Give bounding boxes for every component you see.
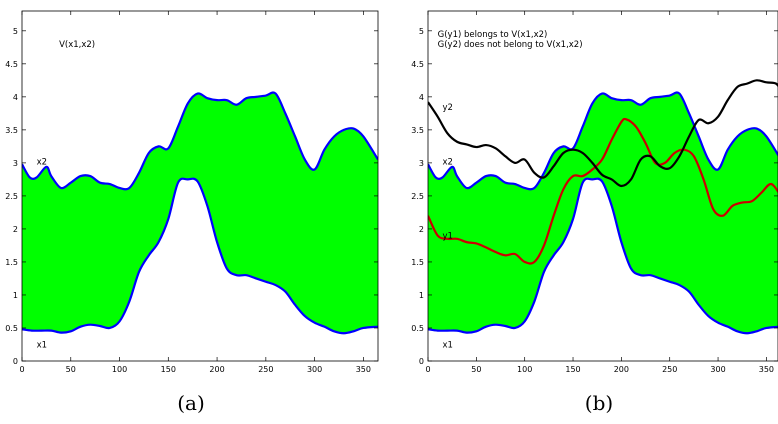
axes-frame	[427, 10, 778, 362]
y-tick-label: 4.5	[5, 60, 18, 69]
y-tick-label: 4	[13, 93, 18, 102]
x-tick-label: 100	[112, 365, 127, 374]
y-tick-label: 0	[419, 357, 424, 366]
x-tick-label: 350	[759, 365, 774, 374]
x-tick-label: 250	[258, 365, 273, 374]
x-tick-label: 350	[356, 365, 371, 374]
x-tick-label: 0	[425, 365, 430, 374]
series-line-y1	[428, 117, 778, 265]
y-tick-label: 4	[419, 93, 424, 102]
y-tick-label: 3.5	[5, 126, 18, 135]
y-tick-label: 3.5	[411, 126, 424, 135]
x-tick-label: 100	[517, 365, 532, 374]
caption-a: (a)	[177, 391, 205, 415]
x-tick-label: 300	[307, 365, 322, 374]
y-tick-label: 0	[13, 357, 18, 366]
x-tick-label: 50	[66, 365, 76, 374]
panel-a: 0 50 100 150 200 250 300 350 0 0.5 1 1.5 2 2.5 3 3.5 4 4.…	[5, 10, 379, 374]
y-tick-label: 1.5	[411, 258, 424, 267]
annotation: y2	[443, 103, 453, 113]
x-tick-label: 50	[471, 365, 481, 374]
caption-b: (b)	[585, 391, 613, 415]
x-tick-label: 0	[19, 365, 24, 374]
x-tick-label: 150	[161, 365, 176, 374]
annotation: y1	[443, 232, 453, 242]
y-tick-label: 1	[13, 291, 18, 300]
annotation: G(y2) does not belong to V(x1,x2)	[438, 40, 583, 50]
y-tick-label: 2.5	[5, 192, 18, 201]
annotation: x2	[37, 158, 47, 168]
plot-area	[22, 91, 378, 335]
y-tick-label: 5	[419, 27, 424, 36]
y-tick-label: 0.5	[411, 324, 424, 333]
axes-frame	[21, 10, 379, 362]
y-tick-label: 3	[419, 159, 424, 168]
y-tick-label: 2	[419, 225, 424, 234]
annotation: V(x1,x2)	[59, 40, 95, 50]
annotation: x2	[443, 158, 453, 168]
y-tick-label: 5	[13, 27, 18, 36]
x-tick-label: 150	[565, 365, 580, 374]
series-line-x1	[428, 177, 778, 335]
y-tick-label: 0.5	[5, 324, 18, 333]
y-tick-label: 1.5	[5, 258, 18, 267]
y-tick-label: 2.5	[411, 192, 424, 201]
series-line-x1	[22, 177, 378, 335]
x-tick-label: 200	[614, 365, 629, 374]
y-tick-label: 1	[419, 291, 424, 300]
annotation: G(y1) belongs to V(x1,x2)	[438, 30, 548, 40]
x-tick-label: 300	[710, 365, 725, 374]
y-tick-label: 3	[13, 159, 18, 168]
x-tick-label: 200	[209, 365, 224, 374]
y-tick-label: 4.5	[411, 60, 424, 69]
series-line-x2	[22, 91, 378, 191]
x-tick-label: 250	[662, 365, 677, 374]
y-tick-label: 2	[13, 225, 18, 234]
annotation: x1	[37, 340, 47, 350]
series-line-x2	[428, 91, 778, 191]
series-line-y2	[428, 79, 778, 188]
band-fill	[22, 92, 378, 334]
annotation: x1	[443, 340, 453, 350]
panel-b: 0 50 100 150 200 250 300 350 0 0.5 1 1.5 2 2.5 3 3.5 4 4.…	[411, 10, 778, 374]
plot-area	[428, 79, 778, 335]
